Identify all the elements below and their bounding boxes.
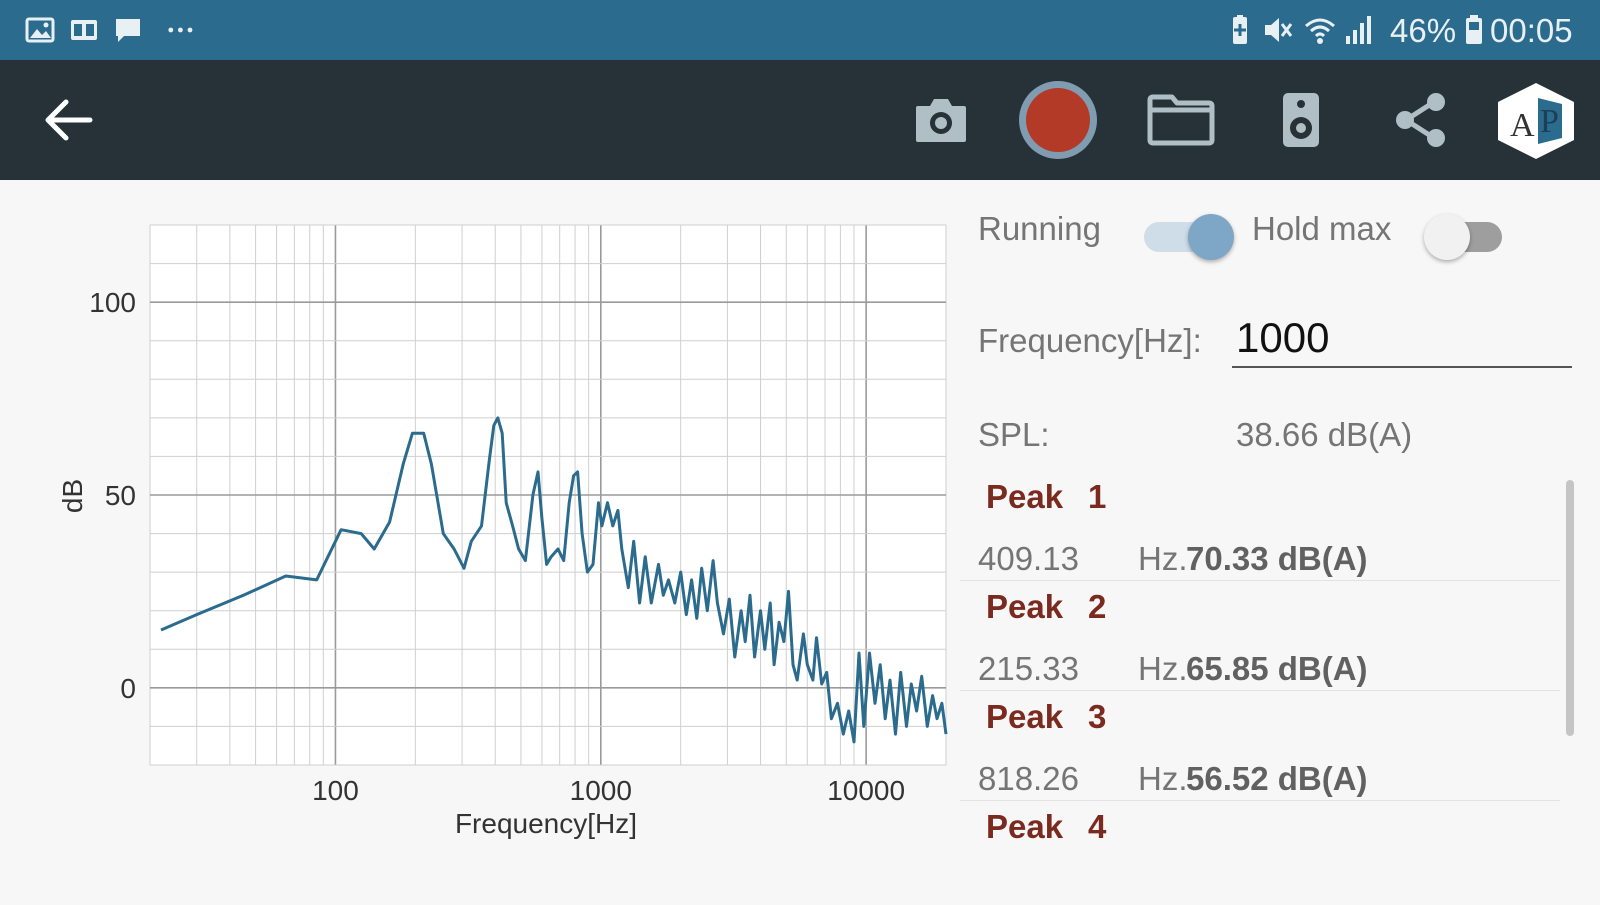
back-arrow-icon[interactable]: [42, 96, 94, 144]
peak-divider: [960, 580, 1560, 581]
x-tick-label: 10000: [827, 775, 905, 806]
share-icon[interactable]: [1394, 92, 1448, 148]
peak-divider: [960, 690, 1560, 691]
peaks-list: Peak 1 409.13 Hz. 70.33 dB(A) Peak 2 215…: [960, 470, 1560, 900]
x-axis-label: Frequency[Hz]: [455, 808, 637, 839]
battery-saver-icon: [1233, 15, 1247, 44]
y-tick-label: 100: [89, 287, 136, 318]
hold-max-label: Hold max: [1252, 210, 1392, 247]
app-logo[interactable]: A P: [1494, 80, 1578, 162]
record-button[interactable]: [1016, 78, 1100, 162]
signal-icon: [1346, 16, 1371, 44]
peak-level: 70.33 dB(A): [1186, 540, 1368, 577]
status-bar: 46% 00:05: [0, 0, 1600, 60]
frequency-label: Frequency[Hz]:: [978, 322, 1202, 359]
peak-frequency: 409.13: [978, 540, 1079, 577]
x-tick-label: 100: [312, 775, 359, 806]
peak-number: 2: [1088, 588, 1107, 625]
mute-icon: [1265, 18, 1293, 42]
spl-label: SPL:: [978, 416, 1050, 453]
peak-frequency-unit: Hz.: [1138, 760, 1188, 797]
spectrum-chart-svg: 100 1000 10000 0 50 100 Frequency[Hz] dB: [57, 224, 948, 839]
peak-number: 1: [1088, 478, 1107, 515]
peak-frequency-unit: Hz.: [1138, 540, 1188, 577]
peak-frequency: 215.33: [978, 650, 1079, 687]
peak-frequency-unit: Hz.: [1138, 650, 1188, 687]
peak-title: Peak: [986, 808, 1064, 845]
peaks-scrollbar[interactable]: [1566, 480, 1574, 736]
chart-tick-labels: 100 1000 10000 0 50 100: [89, 287, 905, 806]
camera-icon[interactable]: [912, 92, 970, 148]
content-area: 100 1000 10000 0 50 100 Frequency[Hz] dB Runn…: [0, 180, 1600, 900]
speaker-icon[interactable]: [1280, 90, 1322, 150]
peak-number: 3: [1088, 698, 1107, 735]
logo-text-p: P: [1540, 103, 1559, 140]
toolbar: A P: [0, 60, 1600, 180]
message-icon: [116, 19, 140, 42]
peak-number: 4: [1088, 808, 1107, 845]
wifi-icon: [1305, 18, 1335, 44]
image-icon: [25, 17, 55, 43]
hold-max-toggle[interactable]: [1424, 212, 1520, 262]
battery-percent: 46%: [1390, 12, 1457, 49]
battery-icon: [1466, 15, 1482, 44]
spectrum-chart: 100 1000 10000 0 50 100 Frequency[Hz] dB: [0, 180, 960, 900]
chart-series: [160, 416, 948, 744]
peak-title: Peak: [986, 698, 1064, 735]
more-icon: [168, 27, 193, 33]
peak-title: Peak: [986, 478, 1064, 515]
y-axis-label: dB: [57, 479, 88, 513]
running-label: Running: [978, 210, 1101, 247]
control-panel: Running Hold max Frequency[Hz]: SPL: 38.…: [960, 180, 1600, 900]
x-tick-label: 1000: [570, 775, 632, 806]
peak-level: 65.85 dB(A): [1186, 650, 1368, 687]
logo-text-a: A: [1510, 107, 1535, 144]
cast-icon: [71, 20, 97, 40]
spectrum-line: [160, 416, 948, 744]
y-tick-label: 50: [105, 480, 136, 511]
frequency-input[interactable]: [1232, 310, 1572, 368]
y-tick-label: 0: [120, 673, 136, 704]
chart-grid: [149, 224, 947, 766]
peak-title: Peak: [986, 588, 1064, 625]
peak-divider: [960, 800, 1560, 801]
peak-level: 56.52 dB(A): [1186, 760, 1368, 797]
clock: 00:05: [1490, 12, 1573, 49]
hold-max-toggle-knob: [1424, 214, 1470, 260]
spl-value: 38.66 dB(A): [1236, 416, 1413, 453]
folder-icon[interactable]: [1146, 92, 1216, 148]
peak-frequency: 818.26: [978, 760, 1079, 797]
running-toggle[interactable]: [1144, 212, 1240, 262]
running-toggle-knob: [1188, 214, 1234, 260]
